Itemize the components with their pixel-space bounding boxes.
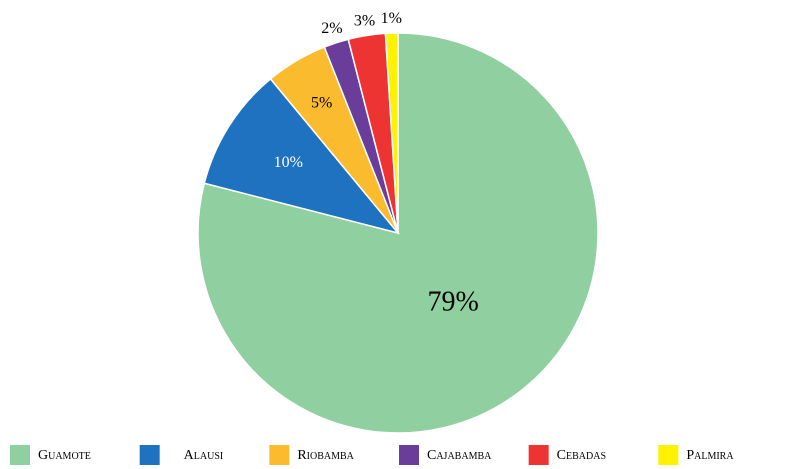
data-label: 5% [311,95,332,112]
legend-label: Palmira [686,448,734,463]
data-label: 2% [321,20,342,37]
legend-label: Riobamba [297,448,354,463]
legend-swatch [528,445,549,465]
legend-label: Alausi [184,448,224,463]
legend-swatch [658,445,679,465]
data-label: 10% [274,154,303,171]
data-label: 3% [354,12,375,29]
legend-swatch [399,445,419,465]
pie-slice [203,77,401,235]
legend-label: Cajabamba [427,448,492,463]
legend-swatch [139,445,160,465]
legend-swatch [10,445,30,465]
pie-slice [384,32,399,234]
legend-label: Cebadas [557,448,606,463]
data-label: 79% [427,287,478,318]
legend-label: Guamote [38,448,91,463]
data-label: 1% [381,10,402,27]
legend-swatch [269,445,290,465]
